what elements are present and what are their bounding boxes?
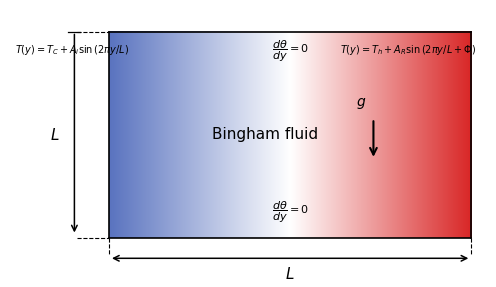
Text: $T\left(y\right)=T_h+A_R\sin\left(2\pi y/L+\Phi\right)$: $T\left(y\right)=T_h+A_R\sin\left(2\pi y… bbox=[340, 43, 476, 57]
Text: Bingham fluid: Bingham fluid bbox=[212, 127, 318, 142]
Text: $\dfrac{d\theta}{dy}=0$: $\dfrac{d\theta}{dy}=0$ bbox=[271, 39, 309, 64]
Text: $g$: $g$ bbox=[356, 96, 366, 111]
Text: $L$: $L$ bbox=[50, 127, 60, 143]
Text: $L$: $L$ bbox=[285, 266, 295, 282]
Text: $\dfrac{d\theta}{dy}=0$: $\dfrac{d\theta}{dy}=0$ bbox=[271, 200, 309, 225]
Text: $T\left(y\right)=T_C+A_i\sin\left(2\pi y/L\right)$: $T\left(y\right)=T_C+A_i\sin\left(2\pi y… bbox=[15, 43, 129, 57]
